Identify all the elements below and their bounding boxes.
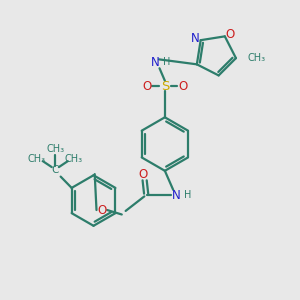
Text: CH₃: CH₃ [46, 144, 64, 154]
Text: O: O [178, 80, 187, 93]
Text: S: S [161, 80, 169, 93]
Text: N: N [191, 32, 200, 45]
Text: CH₃: CH₃ [65, 154, 83, 164]
Text: N: N [151, 56, 160, 69]
Text: H: H [163, 57, 170, 67]
Text: CH₃: CH₃ [28, 154, 46, 164]
Text: O: O [142, 80, 152, 93]
Text: CH₃: CH₃ [247, 53, 266, 63]
Text: O: O [139, 168, 148, 181]
Text: O: O [226, 28, 235, 41]
Text: C: C [52, 165, 59, 175]
Text: N: N [172, 189, 181, 202]
Text: O: O [97, 203, 106, 217]
Text: H: H [184, 190, 192, 200]
